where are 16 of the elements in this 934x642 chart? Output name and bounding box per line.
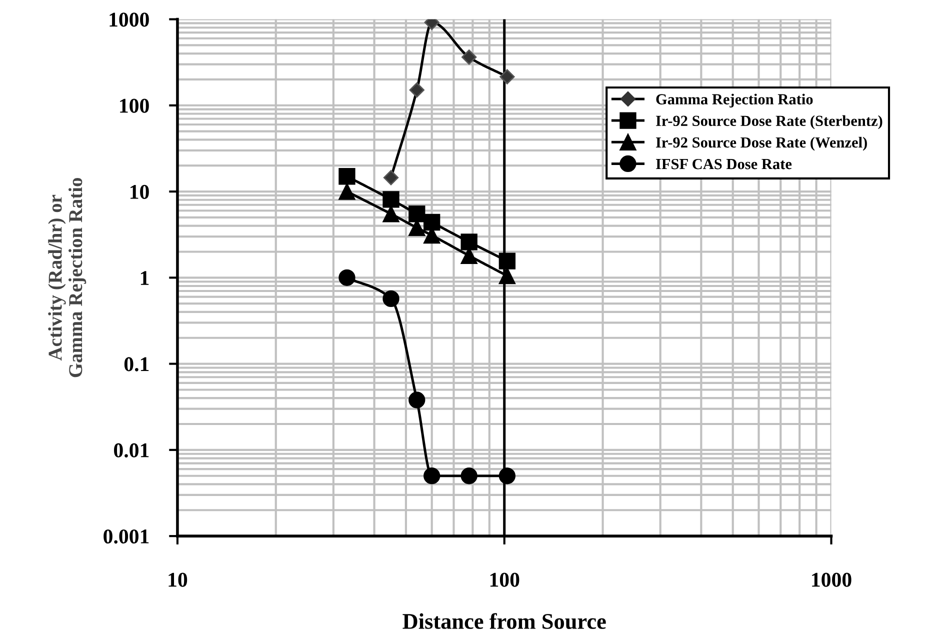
x-tick-label: 1000	[812, 572, 852, 587]
y-axis-title: Activity (Rad/hr) or Gamma Rejection Ratio	[48, 178, 86, 378]
x-axis-title: Distance from Source	[402, 613, 606, 629]
legend-label: Gamma Rejection Ratio	[656, 94, 813, 108]
legend-label: Ir-92 Source Dose Rate (Wenzel)	[656, 136, 867, 151]
y-tick-label: 0.01	[114, 443, 149, 458]
y-tick-label: 0.1	[124, 357, 149, 372]
y-tick-label: 10	[130, 184, 149, 199]
legend-label: Ir-92 Source Dose Rate (Sterbentz)	[656, 115, 882, 130]
y-tick-label: 1000	[110, 12, 149, 27]
x-tick-label: 10	[168, 572, 188, 587]
y-tick-label: 100	[120, 98, 149, 113]
y-tick-label: 0.001	[104, 529, 149, 544]
x-tick-label: 100	[490, 572, 520, 587]
legend-label: IFSF CAS Dose Rate	[656, 158, 792, 170]
y-tick-label: 1	[140, 271, 149, 285]
